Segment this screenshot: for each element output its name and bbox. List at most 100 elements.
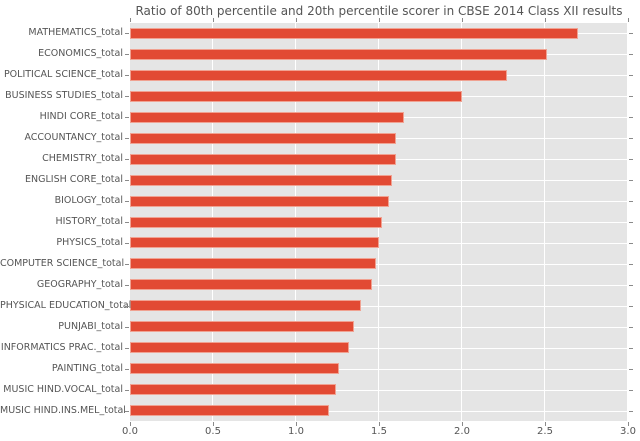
y-tick-mark-right: [629, 33, 633, 34]
y-tick-mark-right: [629, 327, 633, 328]
x-tick-mark-top: [130, 18, 131, 22]
x-tick-mark-top: [213, 18, 214, 22]
y-tick-label: PUNJABI_total: [58, 321, 123, 332]
x-tick-label: 3.0: [620, 426, 636, 437]
x-tick-mark-bottom: [628, 422, 629, 426]
bar: [130, 363, 339, 374]
y-tick-mark-right: [629, 411, 633, 412]
bar: [130, 321, 354, 332]
x-tick-mark-bottom: [379, 422, 380, 426]
y-gridline: [130, 264, 628, 265]
bar: [130, 258, 376, 269]
y-tick-label: INFORMATICS PRAC._total: [0, 342, 123, 353]
bar: [130, 28, 578, 39]
y-tick-mark-left: [125, 96, 129, 97]
y-tick-mark-left: [125, 159, 129, 160]
x-tick-label: 0.0: [122, 426, 138, 437]
x-tick-label: 2.5: [537, 426, 553, 437]
y-tick-label: ECONOMICS_total: [38, 48, 123, 59]
y-gridline: [130, 306, 628, 307]
y-tick-mark-left: [125, 222, 129, 223]
y-tick-mark-right: [629, 390, 633, 391]
y-tick-mark-right: [629, 201, 633, 202]
y-tick-mark-right: [629, 54, 633, 55]
bar: [130, 405, 329, 416]
y-tick-mark-left: [125, 327, 129, 328]
x-tick-label: 1.5: [371, 426, 387, 437]
bar: [130, 175, 392, 186]
y-gridline: [130, 390, 628, 391]
y-tick-mark-right: [629, 222, 633, 223]
y-tick-mark-left: [125, 180, 129, 181]
y-tick-mark-left: [125, 33, 129, 34]
bar: [130, 300, 361, 311]
x-tick-mark-bottom: [462, 422, 463, 426]
y-tick-label: HISTORY_total: [55, 216, 123, 227]
x-tick-label: 2.0: [454, 426, 470, 437]
y-tick-label: GEOGRAPHY_total: [36, 279, 123, 290]
y-tick-label: PHYSICS_total: [56, 237, 123, 248]
y-gridline: [130, 369, 628, 370]
bar: [130, 279, 372, 290]
bar: [130, 112, 404, 123]
bar: [130, 342, 349, 353]
y-tick-mark-left: [125, 54, 129, 55]
y-tick-mark-left: [125, 348, 129, 349]
y-tick-mark-left: [125, 75, 129, 76]
y-tick-label: POLITICAL SCIENCE_total: [3, 69, 123, 80]
y-tick-label: CHEMISTRY_total: [42, 153, 123, 164]
x-tick-mark-bottom: [545, 422, 546, 426]
bar: [130, 49, 547, 60]
x-tick-mark-top: [545, 18, 546, 22]
bar: [130, 154, 396, 165]
y-tick-mark-right: [629, 264, 633, 265]
y-tick-mark-left: [125, 390, 129, 391]
y-tick-label: MUSIC HIND.INS.MEL_total: [0, 405, 126, 416]
y-tick-mark-left: [125, 306, 129, 307]
x-tick-mark-bottom: [130, 422, 131, 426]
bar: [130, 133, 396, 144]
y-tick-mark-left: [125, 201, 129, 202]
x-tick-label: 0.5: [205, 426, 221, 437]
y-tick-label: HINDI CORE_total: [39, 111, 123, 122]
bar: [130, 196, 389, 207]
x-tick-mark-top: [296, 18, 297, 22]
x-tick-mark-bottom: [213, 422, 214, 426]
bar: [130, 91, 462, 102]
y-tick-mark-left: [125, 369, 129, 370]
y-tick-mark-left: [125, 138, 129, 139]
y-tick-label: COMPUTER SCIENCE_total: [0, 258, 125, 269]
y-tick-mark-left: [125, 117, 129, 118]
x-tick-mark-top: [379, 18, 380, 22]
x-tick-mark-bottom: [296, 422, 297, 426]
y-tick-mark-right: [629, 180, 633, 181]
y-gridline: [130, 327, 628, 328]
y-gridline: [130, 348, 628, 349]
y-tick-label: MUSIC HIND.VOCAL_total: [3, 384, 123, 395]
y-tick-label: PAINTING_total: [51, 363, 123, 374]
y-tick-mark-left: [125, 243, 129, 244]
chart-title: Ratio of 80th percentile and 20th percen…: [135, 4, 623, 18]
plot-area: [130, 23, 628, 421]
y-tick-mark-right: [629, 96, 633, 97]
bar: [130, 384, 336, 395]
y-tick-mark-right: [629, 348, 633, 349]
y-tick-mark-right: [629, 285, 633, 286]
y-tick-mark-right: [629, 138, 633, 139]
x-tick-mark-top: [628, 18, 629, 22]
y-tick-mark-right: [629, 159, 633, 160]
y-tick-mark-right: [629, 75, 633, 76]
y-tick-mark-right: [629, 243, 633, 244]
y-tick-mark-left: [125, 264, 129, 265]
y-tick-label: BUSINESS STUDIES_total: [5, 90, 123, 101]
y-tick-label: ACCOUNTANCY_total: [24, 132, 123, 143]
y-tick-mark-right: [629, 369, 633, 370]
y-tick-mark-left: [125, 285, 129, 286]
x-tick-mark-top: [462, 18, 463, 22]
y-tick-mark-left: [125, 411, 129, 412]
y-tick-label: ENGLISH CORE_total: [25, 174, 123, 185]
y-tick-label: MATHEMATICS_total: [28, 27, 123, 38]
y-gridline: [130, 411, 628, 412]
y-tick-label: BIOLOGY_total: [54, 195, 123, 206]
